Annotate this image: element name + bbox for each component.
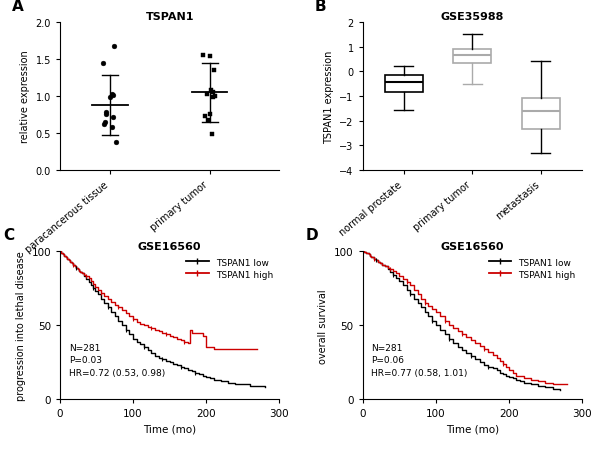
Point (109, 44, 118, 51)
Y-axis label: TSPAN1 expression: TSPAN1 expression (324, 50, 334, 143)
Point (100, 121, 109, 129)
Y-axis label: progression into lethal disease: progression into lethal disease (16, 251, 26, 400)
Point (207, 131, 217, 139)
Point (105, 95, 115, 102)
Text: C: C (3, 228, 14, 243)
Title: GSE16560: GSE16560 (138, 241, 202, 251)
Point (205, 112, 215, 119)
Point (100, 119, 110, 126)
PathPatch shape (385, 76, 422, 93)
Text: A: A (12, 0, 23, 14)
Point (98, 60, 108, 67)
Point (203, 117, 212, 124)
Point (209, 67, 219, 75)
Title: GSE16560: GSE16560 (440, 241, 504, 251)
X-axis label: Time (mo): Time (mo) (143, 424, 196, 434)
X-axis label: Time (mo): Time (mo) (446, 424, 499, 434)
Point (211, 93, 220, 101)
PathPatch shape (522, 99, 560, 130)
Y-axis label: overall survival: overall survival (319, 288, 328, 363)
Title: TSPAN1: TSPAN1 (145, 12, 194, 22)
Text: N=281
P=0.03
HR=0.72 (0.53, 0.98): N=281 P=0.03 HR=0.72 (0.53, 0.98) (69, 343, 165, 377)
Point (208, 90, 217, 97)
Point (205, 53, 215, 61)
Text: B: B (314, 0, 326, 14)
Title: GSE35988: GSE35988 (440, 12, 504, 22)
PathPatch shape (454, 50, 491, 63)
Legend: TSPAN1 low, TSPAN1 high: TSPAN1 low, TSPAN1 high (184, 256, 275, 281)
Legend: TSPAN1 low, TSPAN1 high: TSPAN1 low, TSPAN1 high (487, 256, 577, 281)
Point (107, 124, 117, 131)
Point (112, 139, 121, 146)
Point (109, 92, 118, 100)
Text: D: D (305, 228, 318, 243)
Point (208, 95, 217, 102)
Point (198, 52, 208, 60)
Point (206, 87, 216, 95)
Point (202, 92, 211, 99)
Point (109, 114, 118, 121)
Y-axis label: relative expression: relative expression (20, 50, 30, 143)
Point (200, 113, 209, 120)
Point (101, 109, 111, 117)
Point (101, 112, 110, 119)
Text: N=281
P=0.06
HR=0.77 (0.58, 1.01): N=281 P=0.06 HR=0.77 (0.58, 1.01) (371, 343, 468, 377)
Point (107, 92, 116, 99)
